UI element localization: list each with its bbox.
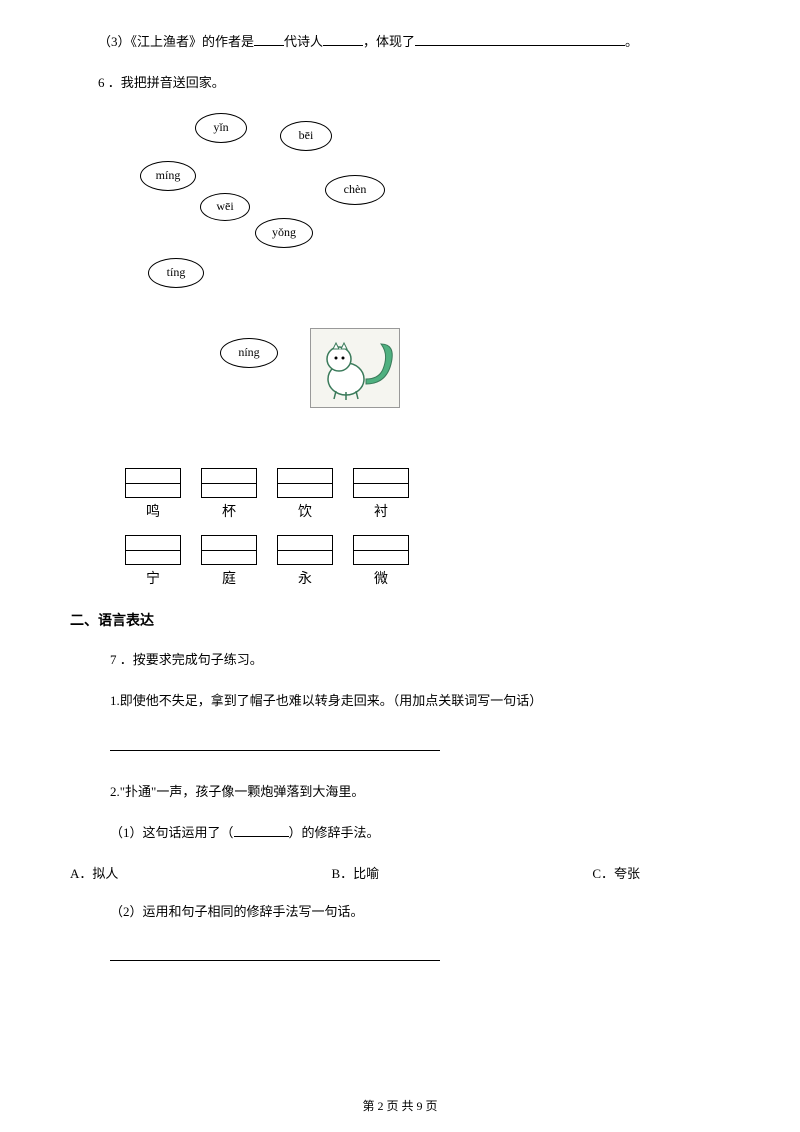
bubble-text: níng xyxy=(238,345,259,360)
sub-1: （1）这句话运用了（ ）的修辞手法。 xyxy=(70,821,730,844)
q3-mid2: ，体现了 xyxy=(363,34,415,49)
q3-suffix: 。 xyxy=(625,34,638,49)
sub1-suffix: ）的修辞手法。 xyxy=(289,825,380,840)
bubble-text: wēi xyxy=(216,199,233,214)
blank[interactable] xyxy=(234,823,289,837)
char-row: 宁 庭 永 微 xyxy=(125,568,730,588)
q7-number: 7 ． xyxy=(110,652,133,667)
bubble-yin: yǐn xyxy=(195,113,247,143)
character-grid: 鸣 杯 饮 衬 宁 庭 永 微 xyxy=(125,468,730,588)
choice-a[interactable]: A．拟人 xyxy=(70,863,118,882)
choice-c[interactable]: C．夸张 xyxy=(592,863,640,882)
bubble-ming: míng xyxy=(140,161,196,191)
char-chen: 衬 xyxy=(353,501,409,521)
question-3: （3）《江上渔者》的作者是 代诗人 ，体现了 。 xyxy=(70,30,730,53)
char-ming: 鸣 xyxy=(125,501,181,521)
item-1: 1.即使他不失足，拿到了帽子也难以转身走回来。（用加点关联词写一句话） xyxy=(70,689,730,712)
q6-number: 6 ． xyxy=(98,75,121,90)
grid-cell[interactable] xyxy=(277,468,333,498)
blank-line[interactable] xyxy=(110,737,440,751)
item-2: 2."扑通"一声，孩子像一颗炮弹落到大海里。 xyxy=(70,780,730,803)
bubble-chen: chèn xyxy=(325,175,385,205)
char-wei: 微 xyxy=(353,568,409,588)
grid-cell[interactable] xyxy=(201,535,257,565)
char-yong: 永 xyxy=(277,568,333,588)
grid-row xyxy=(125,535,730,565)
choice-b[interactable]: B．比喻 xyxy=(332,863,380,882)
bubble-text: bēi xyxy=(299,128,314,143)
bubble-text: chèn xyxy=(344,182,367,197)
section-2-title: 二、语言表达 xyxy=(70,610,730,630)
grid-cell[interactable] xyxy=(353,535,409,565)
answer-line xyxy=(70,945,730,968)
char-ting: 庭 xyxy=(201,568,257,588)
blank[interactable] xyxy=(254,32,284,46)
bubble-bei: bēi xyxy=(280,121,332,151)
grid-row xyxy=(125,468,730,498)
char-ning: 宁 xyxy=(125,568,181,588)
squirrel-image xyxy=(310,328,400,408)
pinyin-bubbles-area: yǐn bēi míng chèn wēi yǒng tíng níng xyxy=(100,113,520,453)
bubble-wei: wēi xyxy=(200,193,250,221)
q7-text: 按要求完成句子练习。 xyxy=(133,652,263,667)
q3-mid1: 代诗人 xyxy=(284,34,323,49)
char-bei: 杯 xyxy=(201,501,257,521)
question-7: 7 ．按要求完成句子练习。 xyxy=(70,648,730,671)
grid-cell[interactable] xyxy=(277,535,333,565)
bubble-ning: níng xyxy=(220,338,278,368)
q3-prefix: （3）《江上渔者》的作者是 xyxy=(98,34,254,49)
char-yin: 饮 xyxy=(277,501,333,521)
grid-cell[interactable] xyxy=(125,535,181,565)
bubble-text: míng xyxy=(156,168,181,183)
page-footer: 第 2 页 共 9 页 xyxy=(0,1097,800,1114)
question-6: 6 ．我把拼音送回家。 xyxy=(70,71,730,94)
blank-line[interactable] xyxy=(110,947,440,961)
char-row: 鸣 杯 饮 衬 xyxy=(125,501,730,521)
grid-cell[interactable] xyxy=(353,468,409,498)
bubble-ting: tíng xyxy=(148,258,204,288)
bubble-text: yǒng xyxy=(272,225,296,240)
grid-cell[interactable] xyxy=(201,468,257,498)
bubble-text: yǐn xyxy=(213,120,228,135)
answer-line xyxy=(70,735,730,758)
blank[interactable] xyxy=(415,32,625,46)
bubble-yong: yǒng xyxy=(255,218,313,248)
bubble-text: tíng xyxy=(167,265,186,280)
sub1-prefix: （1）这句话运用了（ xyxy=(110,825,234,840)
q6-text: 我把拼音送回家。 xyxy=(121,75,225,90)
choices: A．拟人 B．比喻 C．夸张 xyxy=(70,863,730,882)
blank[interactable] xyxy=(323,32,363,46)
sub-2: （2）运用和句子相同的修辞手法写一句话。 xyxy=(70,900,730,923)
grid-cell[interactable] xyxy=(125,468,181,498)
